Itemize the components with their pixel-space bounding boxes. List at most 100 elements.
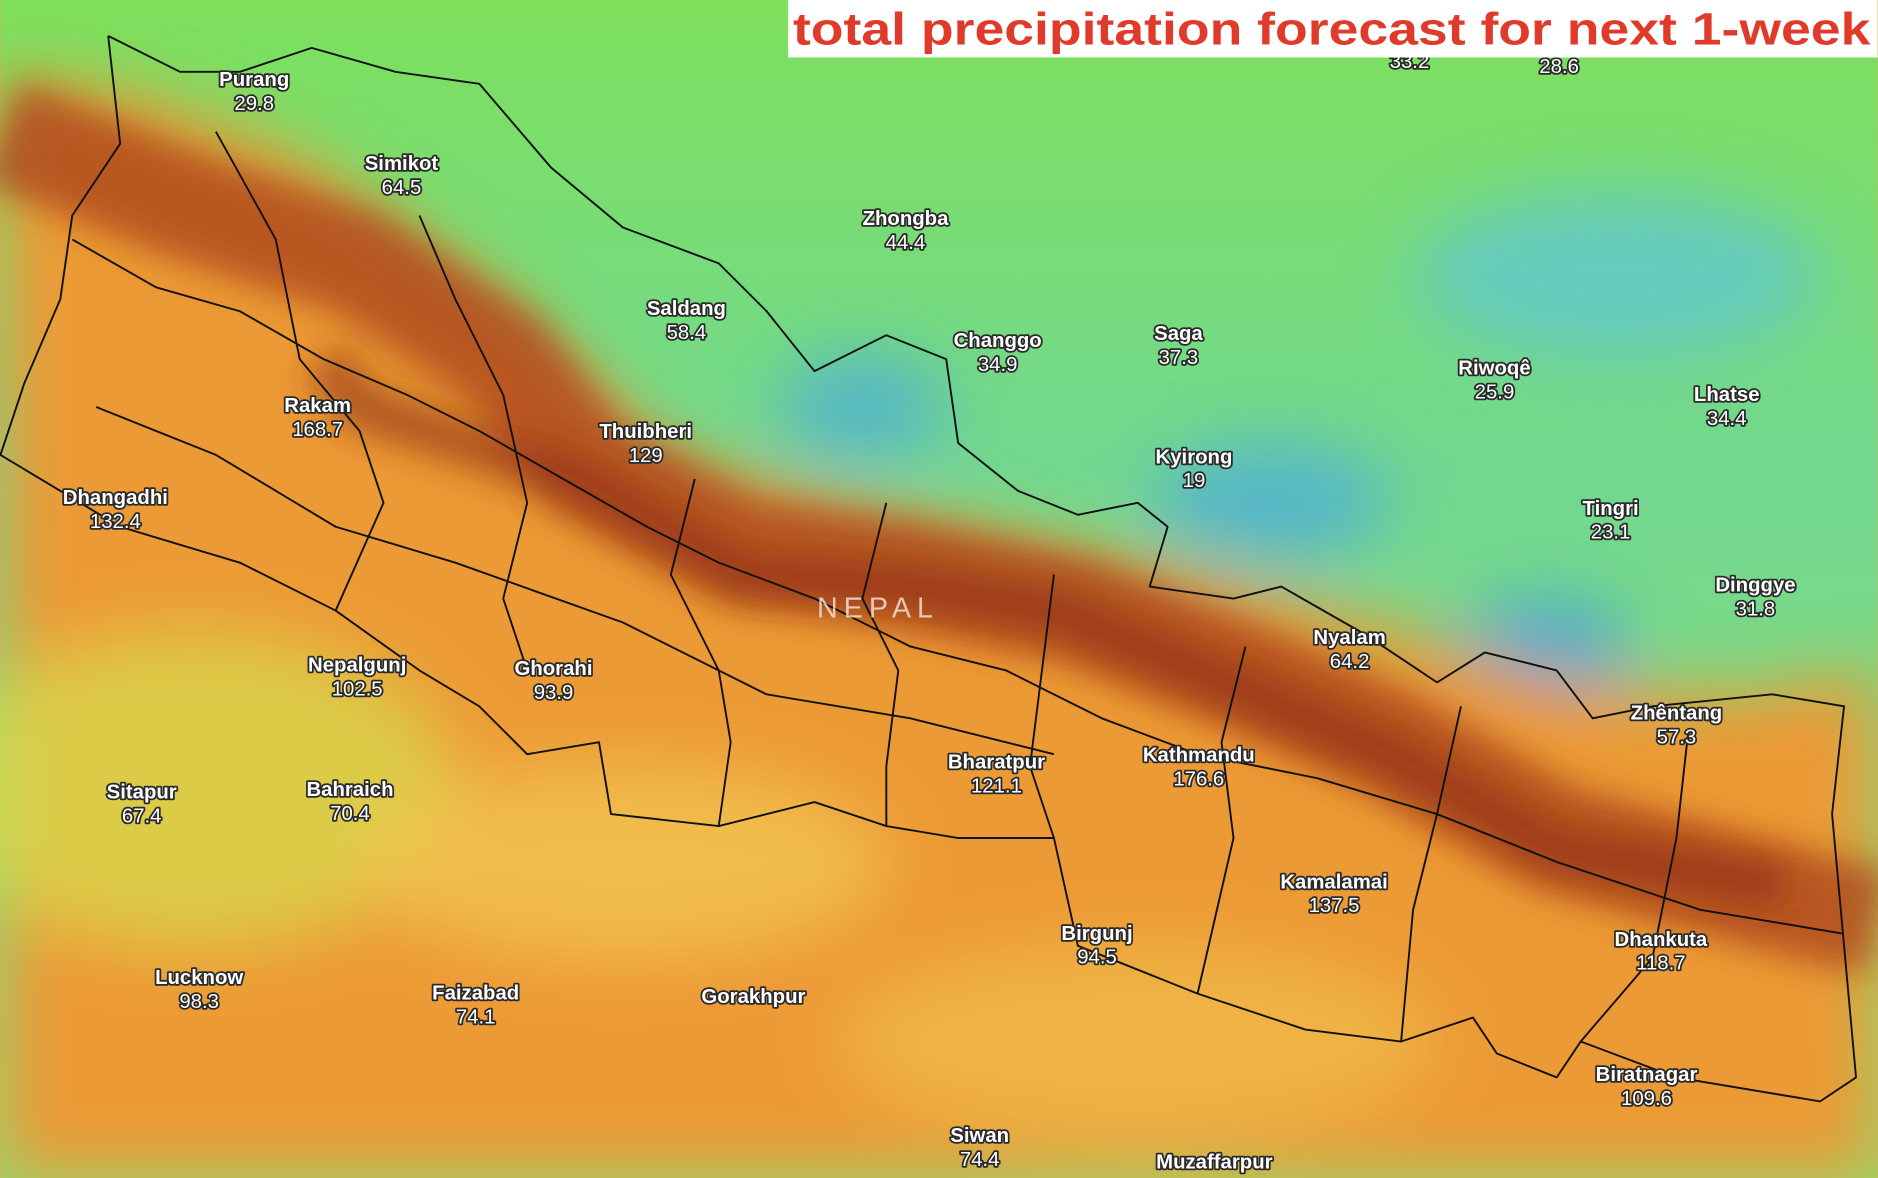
place-name: Ghorahi	[515, 658, 593, 680]
place-name: Saldang	[647, 298, 726, 320]
place-name: Changgo	[954, 330, 1042, 352]
place-value: 34.4	[1707, 408, 1747, 430]
place-value: 28.6	[1539, 56, 1579, 78]
place-name: Zhongba	[863, 208, 950, 230]
place-name: Dhankuta	[1615, 929, 1708, 951]
place-name: Riwoqê	[1458, 358, 1530, 380]
borders	[0, 35, 1857, 1103]
place-value: 29.8	[234, 93, 274, 115]
place-value: 93.9	[534, 682, 574, 704]
place-value: 23.1	[1591, 522, 1631, 544]
place-name: Lhatse	[1694, 384, 1760, 406]
place-value: 74.1	[456, 1007, 496, 1029]
place-value: 118.7	[1636, 953, 1685, 975]
place-value: 31.8	[1736, 598, 1776, 620]
district-border	[1400, 706, 1462, 1042]
place-name: Dhangadhi	[63, 487, 168, 509]
place-name: Tingri	[1583, 498, 1639, 520]
place-name: Siwan	[950, 1125, 1009, 1147]
place-name: Rakam	[284, 395, 351, 417]
title: total precipitation forecast for next 1-…	[793, 3, 1871, 54]
place-labels: Purang29.8Simikot64.5Zhongba44.4Saldang5…	[61, 49, 1798, 1176]
place-name: Muzaffarpur	[1156, 1151, 1272, 1173]
place-value: 94.5	[1077, 947, 1117, 969]
place-name: Simikot	[365, 153, 439, 175]
place-value: 109.6	[1621, 1088, 1672, 1110]
title-box	[788, 0, 1878, 58]
place: Gorakhpur	[700, 984, 808, 1010]
place-value: 58.4	[667, 322, 707, 344]
place-value: 67.4	[122, 805, 162, 827]
place-value: 25.9	[1475, 382, 1515, 404]
place-name: Nyalam	[1313, 627, 1385, 649]
district-border	[1029, 574, 1055, 839]
place-value: 168.7	[292, 419, 343, 441]
place-name: Dinggye	[1715, 574, 1795, 596]
place-value: 34.9	[978, 354, 1018, 376]
place-name: Faizabad	[432, 983, 519, 1005]
place-name: Saga	[1154, 323, 1203, 345]
place-value: 176.6	[1173, 768, 1224, 790]
place-name: Kamalamai	[1280, 871, 1387, 893]
place-name: Kathmandu	[1143, 744, 1255, 766]
place-value: 44.4	[886, 232, 926, 254]
place-name: Sitapur	[107, 782, 177, 804]
place-value: 132.4	[90, 511, 141, 533]
place-name: Birgunj	[1061, 923, 1132, 945]
place-value: 70.4	[330, 803, 370, 825]
country-label: NEPAL	[817, 593, 939, 625]
place-value: 137.5	[1309, 895, 1360, 917]
place-value: 98.3	[179, 991, 219, 1013]
place-name: Nepalgunj	[308, 655, 406, 677]
district-border	[418, 215, 529, 671]
district-border	[215, 131, 385, 611]
place-name: Thuibheri	[599, 421, 692, 443]
place-value: 57.3	[1657, 726, 1697, 748]
place-value: 121.1	[971, 776, 1022, 798]
place-name: Bharatpur	[948, 752, 1045, 774]
place-value: 129	[629, 445, 663, 467]
district-border	[1196, 646, 1247, 994]
district-border	[95, 406, 1055, 756]
place-name: Lucknow	[155, 967, 243, 989]
place-name: Purang	[219, 69, 289, 91]
place-name: Bahraich	[306, 779, 393, 801]
district-border	[861, 502, 900, 827]
place-value: 102.5	[332, 679, 383, 701]
place-name: Zhêntang	[1631, 702, 1723, 724]
district-border	[1579, 730, 1690, 1043]
place-name: Gorakhpur	[701, 986, 805, 1008]
place-value: 64.2	[1330, 651, 1370, 673]
country-border	[0, 35, 1857, 1103]
place-name: Kyirong	[1156, 446, 1233, 468]
place: Muzaffarpur	[1154, 1150, 1274, 1176]
place-value: 37.3	[1159, 347, 1199, 369]
